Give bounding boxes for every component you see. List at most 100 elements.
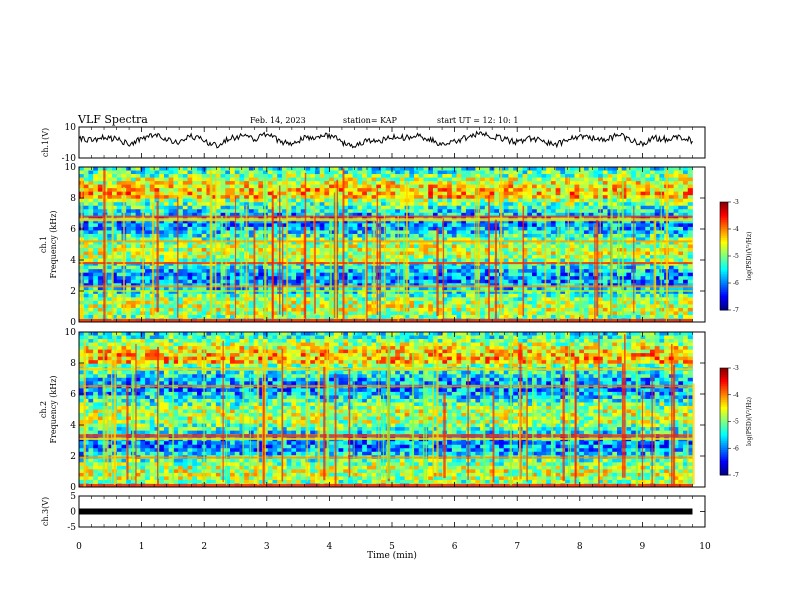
spectrogram-cell — [88, 233, 94, 238]
spectrogram-cell — [239, 188, 245, 193]
spectrogram-cell — [130, 212, 137, 217]
spectrogram-cell — [296, 212, 302, 217]
spectrogram-cell — [687, 223, 693, 228]
spectrogram-cell — [135, 265, 141, 270]
spectrogram-cell — [645, 174, 651, 178]
spectrogram-cell — [286, 255, 292, 259]
spectrogram-cell — [621, 244, 627, 249]
spectrogram-cell — [503, 219, 509, 224]
spectrogram-cell — [546, 167, 552, 171]
spectrogram-cell — [201, 198, 207, 203]
spectrogram-cell — [135, 223, 141, 228]
spectrogram-cell — [130, 226, 137, 231]
spectrogram-cell — [541, 237, 547, 242]
spectrogram-cell — [517, 188, 523, 193]
spectrogram-cell — [579, 212, 585, 217]
spectrogram-cell — [593, 226, 599, 231]
spectrogram-cell — [602, 212, 608, 217]
spectrogram-cell — [673, 279, 679, 284]
spectrogram-cell — [291, 209, 297, 214]
spectrogram-cell — [447, 177, 453, 182]
spectrogram-cell — [225, 202, 231, 207]
spectrogram-cell — [381, 170, 387, 175]
spectrogram-cell — [650, 237, 656, 242]
spectrogram-cell — [683, 195, 689, 200]
spectrogram-cell — [97, 279, 103, 284]
spectrogram-cell — [149, 170, 155, 175]
spectrogram-cell — [182, 205, 188, 210]
spectrogram-cell — [130, 233, 137, 238]
spectrogram-cell — [480, 293, 486, 298]
spectrogram-cell — [338, 233, 344, 238]
spectrogram-cell — [593, 251, 599, 256]
spectrogram-cell — [211, 226, 217, 231]
spectrogram-cell — [456, 198, 462, 203]
spectrogram-cell — [385, 283, 391, 288]
spectrogram-cell — [522, 283, 528, 288]
spectrogram-cell — [116, 209, 122, 214]
spectrogram-cell — [300, 212, 306, 217]
spectrogram-cell — [277, 174, 283, 178]
spectrogram-cell — [513, 244, 519, 249]
spectrogram-cell — [659, 272, 665, 277]
spectrogram-cell — [159, 167, 165, 171]
spectrogram-cell — [154, 167, 160, 171]
spectrogram-cell — [116, 177, 122, 182]
spectrogram-cell — [376, 198, 382, 203]
spectrogram-cell — [668, 191, 674, 196]
spectrogram-cell — [602, 226, 608, 231]
spectrogram-cell — [626, 269, 632, 274]
spectrogram-cell — [621, 269, 627, 274]
spectrogram-cell — [366, 223, 372, 228]
spectrogram-cell — [196, 237, 203, 242]
spectrogram-cell — [541, 265, 547, 270]
spectrogram-cell — [484, 279, 490, 284]
spectrogram-cell — [555, 209, 561, 214]
spectrogram-cell — [291, 219, 297, 224]
spectrogram-cell — [428, 209, 434, 214]
spectrogram-cell — [192, 198, 198, 203]
spectrogram-cell — [310, 276, 316, 281]
spectrogram-cell — [178, 265, 184, 270]
spectrogram-cell — [517, 226, 523, 231]
spectrogram-cell — [234, 269, 240, 274]
spectrogram-cell — [432, 181, 439, 186]
spectrogram-cell — [480, 184, 486, 189]
spectrogram-cell — [612, 244, 618, 249]
spectrogram-cell — [173, 248, 179, 252]
spectrogram-cell — [253, 265, 259, 270]
spectrogram-cell — [428, 283, 434, 288]
spectrogram-cell — [362, 297, 368, 302]
spectrogram-cell — [461, 202, 467, 207]
spectrogram-cell — [532, 174, 538, 178]
spectrogram-cell — [465, 283, 472, 288]
spectrogram-cell — [201, 223, 207, 228]
spectrogram-cell — [494, 181, 500, 186]
spectrogram-cell — [645, 269, 651, 274]
spectrogram-cell — [555, 198, 561, 203]
spectrogram-cell — [470, 286, 476, 291]
spectrogram-cell — [352, 195, 358, 200]
spectrogram-cell — [296, 198, 302, 203]
spectrogram-cell — [640, 233, 646, 238]
spectrogram-cell — [451, 265, 457, 270]
spectrogram-cell — [574, 269, 580, 274]
spectrogram-cell — [683, 237, 689, 242]
spectrogram-cell — [432, 184, 439, 189]
spectrogram-cell — [225, 265, 231, 270]
spectrogram-cell — [173, 237, 179, 242]
spectrogram-cell — [192, 184, 198, 189]
spectrogram-cell — [376, 174, 382, 178]
spectrogram-cell — [536, 167, 542, 171]
spectrogram-cell — [437, 205, 443, 210]
spectrogram-cell — [574, 202, 580, 207]
spectrogram-cell — [447, 276, 453, 281]
spectrogram-cell — [560, 167, 566, 171]
spectrogram-cell — [513, 237, 519, 242]
spectrogram-cell — [437, 286, 443, 291]
spectrogram-cell — [93, 188, 99, 193]
spectrogram-cell — [248, 240, 255, 245]
spectrogram-cell — [253, 248, 259, 252]
spectrogram-cell — [489, 279, 495, 284]
spectrogram-cell — [390, 198, 396, 203]
